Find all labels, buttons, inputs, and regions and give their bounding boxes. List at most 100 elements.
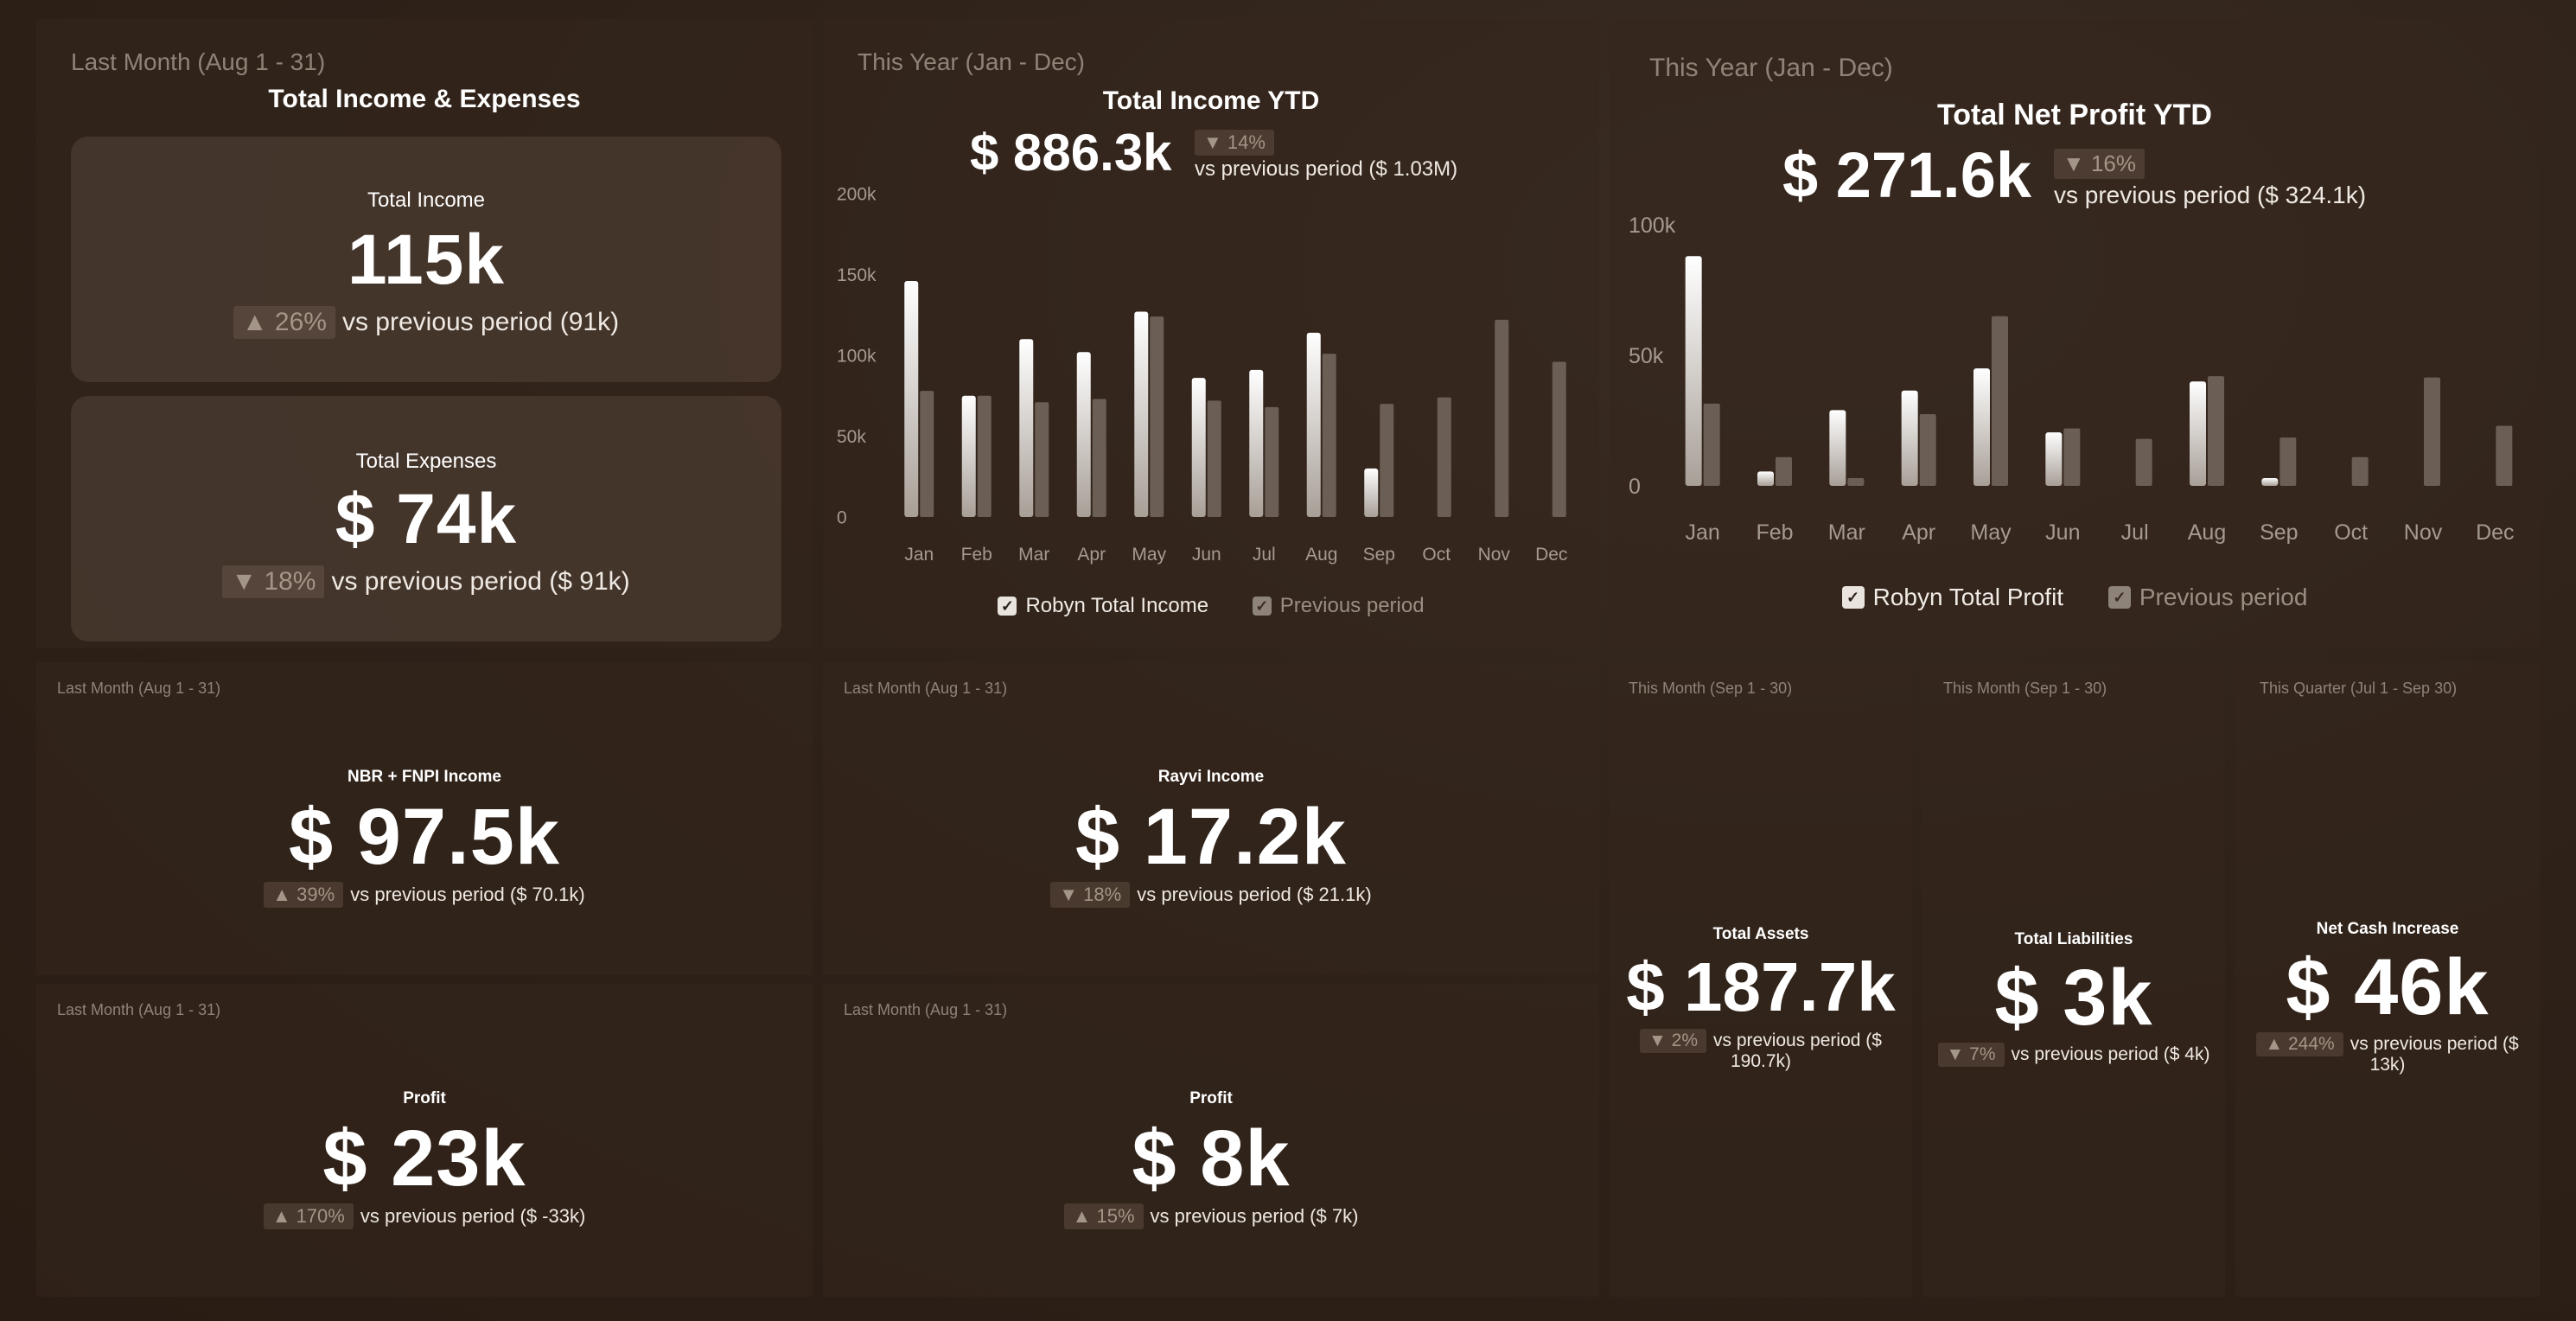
bar-current[interactable]	[1685, 256, 1702, 486]
profit-panel-b[interactable]: Last Month (Aug 1 - 31) Profit $ 8k ▲ 15…	[823, 984, 1599, 1297]
metric-value: 115k	[348, 220, 505, 299]
metric-value: $ 8k	[1132, 1114, 1291, 1203]
x-tick-label: Sep	[1363, 545, 1395, 565]
y-tick-label: 0	[1629, 475, 1641, 499]
bar-current[interactable]	[1134, 311, 1149, 517]
metric-label: Total Income	[367, 188, 486, 212]
bar-previous[interactable]	[1703, 403, 1720, 486]
bar-current[interactable]	[1306, 332, 1321, 517]
total-liabilities-panel[interactable]: This Month (Sep 1 - 30) Total Liabilitie…	[1922, 662, 2225, 1297]
bar-current[interactable]	[2190, 381, 2206, 486]
bar-current[interactable]	[1191, 378, 1206, 517]
legend-previous[interactable]: ✓ Previous period	[1252, 594, 1425, 618]
x-tick-label: Nov	[1478, 545, 1511, 565]
bar-current[interactable]	[1901, 390, 1918, 486]
x-tick-label: Feb	[1756, 520, 1793, 545]
bar-previous[interactable]	[1092, 399, 1106, 517]
bar-previous[interactable]	[2135, 438, 2152, 486]
metric-comparison: ▼ 2% vs previous period ($	[1610, 1029, 1912, 1053]
rayvi-income-panel[interactable]: Last Month (Aug 1 - 31) Rayvi Income $ 1…	[823, 662, 1599, 975]
period-label: Last Month (Aug 1 - 31)	[844, 1001, 1008, 1018]
total-income-card[interactable]: Total Income 115k ▲ 26% vs previous perio…	[71, 137, 781, 382]
x-tick-label: Mar	[1018, 545, 1049, 565]
profit-bar-chart: 0 50k 100k Jan Feb Mar Apr May Jun Jul Aug Sep Oct No…	[1629, 214, 2515, 545]
checkbox-checked-icon: ✓	[1252, 597, 1272, 616]
bar-current[interactable]	[2045, 432, 2063, 486]
metric-label: Total Expenses	[355, 450, 497, 473]
x-tick-label: Dec	[1535, 545, 1567, 565]
bar-current[interactable]	[2261, 477, 2279, 486]
bar-current[interactable]	[1757, 471, 1774, 486]
period-label: This Month (Sep 1 - 30)	[1943, 680, 2107, 697]
legend-previous[interactable]: ✓ Previous period	[2107, 584, 2307, 611]
headline-value: $ 271.6k	[1782, 139, 2032, 211]
comparison-text: vs previous period ($ 1.03M)	[1195, 157, 1458, 181]
bar-previous[interactable]	[2208, 376, 2224, 486]
x-tick-label: Aug	[1305, 545, 1337, 565]
bar-current[interactable]	[1364, 468, 1379, 517]
bar-previous[interactable]	[1992, 316, 2008, 486]
bar-current[interactable]	[1249, 369, 1264, 517]
period-label: Last Month (Aug 1 - 31)	[57, 680, 221, 697]
net-cash-increase-panel[interactable]: This Quarter (Jul 1 - Sep 30) Net Cash I…	[2235, 662, 2540, 1297]
bar-previous[interactable]	[1919, 413, 1936, 486]
x-tick-label: Sep	[2260, 520, 2298, 545]
bar-previous[interactable]	[1437, 397, 1451, 517]
bar-previous[interactable]	[2063, 428, 2081, 486]
total-expenses-card[interactable]: Total Expenses $ 74k ▼ 18% vs previous pe…	[71, 396, 781, 641]
profit-ytd-panel: This Year (Jan - Dec) Total Net Profit Y…	[1610, 19, 2540, 648]
x-tick-label: Dec	[2476, 520, 2514, 545]
bar-previous[interactable]	[1847, 477, 1865, 486]
panel-title: Total Net Profit YTD	[1937, 99, 2212, 131]
bar-current[interactable]	[961, 395, 976, 517]
bar-current[interactable]	[1829, 410, 1846, 486]
total-assets-panel[interactable]: This Month (Sep 1 - 30) Total Assets $ 1…	[1610, 662, 1912, 1297]
period-label: This Year (Jan - Dec)	[858, 48, 1085, 75]
x-tick-label: Jan	[1686, 520, 1720, 545]
legend-current[interactable]: ✓ Robyn Total Income	[998, 594, 1208, 618]
profit-panel-a[interactable]: Last Month (Aug 1 - 31) Profit $ 23k ▲ 1…	[36, 984, 813, 1297]
checkbox-checked-icon: ✓	[2107, 586, 2131, 609]
delta-badge: ▲ 26%	[233, 306, 335, 339]
metric-comparison: ▲ 26% vs previous period (91k)	[71, 306, 781, 339]
bar-previous[interactable]	[1380, 404, 1394, 517]
bar-previous[interactable]	[1207, 400, 1221, 517]
x-tick-label: Jan	[904, 545, 934, 565]
metric-value: $ 3k	[1994, 954, 2153, 1042]
bar-previous[interactable]	[2424, 377, 2440, 486]
bar-previous[interactable]	[977, 395, 992, 517]
metric-comparison: ▼ 18% vs previous period ($ 21.1k)	[823, 882, 1599, 908]
x-tick-label: Jul	[1253, 545, 1276, 565]
chart-legend: ✓ Robyn Total Income ✓ Previous period	[823, 593, 1599, 618]
bar-previous[interactable]	[1265, 406, 1279, 517]
bar-current[interactable]	[1973, 368, 1990, 486]
bar-previous[interactable]	[1552, 361, 1566, 517]
delta-badge: ▼ 14%	[1195, 130, 1281, 156]
bar-current[interactable]	[904, 280, 919, 517]
bar-previous[interactable]	[920, 391, 934, 517]
nbr-income-panel[interactable]: Last Month (Aug 1 - 31) NBR + FNPI Incom…	[36, 662, 813, 975]
bar-current[interactable]	[1076, 352, 1091, 517]
metric-value: $ 187.7k	[1626, 948, 1896, 1025]
metric-label: NBR + FNPI Income	[348, 768, 501, 786]
bar-previous[interactable]	[1035, 402, 1049, 517]
metric-label: Rayvi Income	[1157, 768, 1265, 786]
y-tick-label: 100k	[1629, 214, 1676, 238]
legend-current[interactable]: ✓ Robyn Total Profit	[1841, 584, 2063, 611]
bar-previous[interactable]	[1776, 456, 1792, 486]
metric-value: $ 23k	[322, 1114, 526, 1203]
bar-previous[interactable]	[2351, 456, 2369, 486]
bar-previous[interactable]	[2280, 437, 2297, 486]
bar-previous[interactable]	[1150, 316, 1164, 517]
panel-title: Total Income & Expenses	[268, 85, 581, 113]
bar-previous[interactable]	[2496, 425, 2513, 486]
checkbox-checked-icon: ✓	[1841, 586, 1865, 609]
delta-badge: ▼ 16%	[2054, 149, 2152, 179]
bar-current[interactable]	[1019, 339, 1034, 517]
comparison-text: vs previous period ($ 91k)	[331, 567, 630, 596]
bar-previous[interactable]	[1322, 354, 1336, 517]
x-tick-label: Nov	[2404, 520, 2443, 545]
bar-previous[interactable]	[1495, 319, 1509, 517]
metric-value: $ 97.5k	[289, 793, 560, 881]
y-tick-label: 150k	[837, 265, 877, 285]
